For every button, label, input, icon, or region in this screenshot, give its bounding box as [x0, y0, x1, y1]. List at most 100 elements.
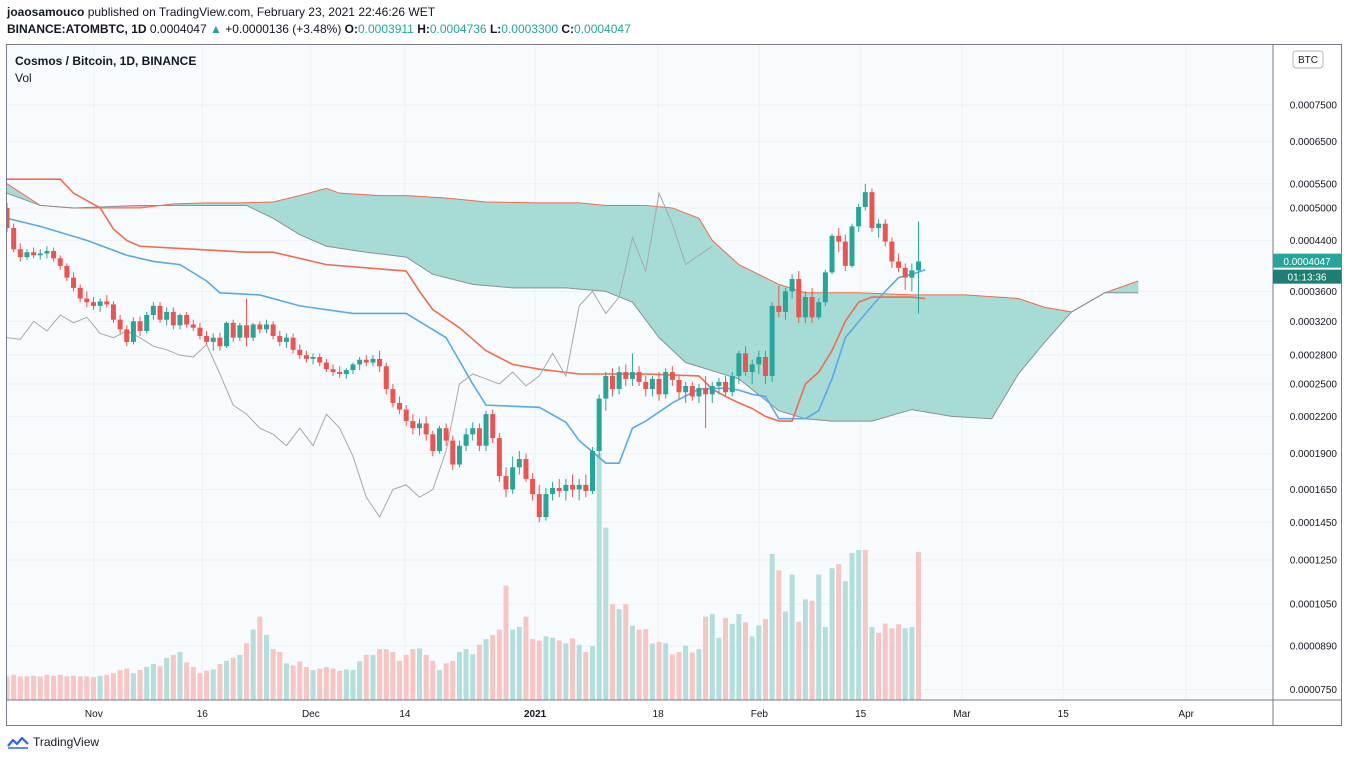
volume-bar — [743, 622, 749, 700]
candle-body — [603, 375, 609, 399]
volume-bar — [696, 649, 702, 700]
up-arrow-icon: ▲ — [209, 22, 222, 36]
time-tick-label: Apr — [1178, 709, 1194, 720]
cloud-segment — [365, 194, 374, 254]
volume-bar — [270, 649, 276, 700]
candle-body — [124, 329, 130, 342]
price-tick-label: 0.0002800 — [1290, 351, 1338, 362]
close-value: 0.0004047 — [574, 22, 631, 36]
candle-body — [749, 364, 755, 373]
volume-bar — [676, 651, 682, 700]
candle-body — [789, 278, 795, 292]
candle-body — [570, 484, 576, 490]
high-value: 0.0004736 — [429, 22, 487, 36]
cloud-segment — [632, 205, 640, 312]
time-axis[interactable]: Nov 16 Dec 14 2021 18 Feb 15 Mar 15 Apr — [85, 709, 1195, 720]
volume-bar — [84, 676, 90, 700]
volume-bar — [516, 626, 522, 700]
volume-bar — [689, 652, 695, 700]
cloud-segment — [299, 193, 307, 239]
candle-body — [357, 359, 363, 365]
candle-body — [629, 372, 635, 379]
volume-bar — [104, 674, 110, 700]
cloud-segment — [279, 198, 287, 227]
cloud-segment — [884, 293, 893, 418]
volume-bar — [164, 657, 170, 700]
volume-bar — [417, 648, 423, 700]
cloud-segment — [711, 239, 720, 374]
volume-bar — [902, 628, 908, 700]
candle-body — [649, 378, 655, 390]
cloud-segment — [565, 202, 573, 289]
price-tick-label: 0.0002500 — [1290, 379, 1338, 390]
currency-badge-label: BTC — [1298, 55, 1318, 66]
candle-body — [224, 322, 230, 347]
cloud-segment — [904, 294, 913, 412]
volume-bar — [257, 616, 263, 700]
candle-body — [77, 287, 83, 299]
cloud-segment — [918, 294, 926, 413]
price-axis[interactable]: 0.0007500 0.0006500 0.0005500 0.0005000 0.00… — [1290, 101, 1338, 697]
cloud-segment — [612, 205, 620, 298]
candle-body — [443, 428, 449, 441]
price-tick-label: 0.0000750 — [1290, 685, 1338, 696]
volume-bar — [383, 649, 389, 700]
currency-badge[interactable]: BTC — [1292, 50, 1324, 69]
volume-bar — [90, 677, 96, 700]
volume-bar — [769, 553, 775, 700]
candle-body — [636, 372, 642, 382]
candle-body — [370, 358, 376, 363]
candle-body — [683, 385, 689, 393]
volume-bar — [563, 643, 569, 700]
cloud-segment — [552, 202, 560, 289]
senkou-span-a-line — [7, 183, 1139, 313]
countdown-tag-box — [1273, 269, 1341, 284]
cloud-segment — [891, 293, 899, 416]
candle-body — [130, 321, 136, 342]
candle-body — [703, 388, 709, 395]
cloud-segment — [598, 204, 607, 292]
price-tick-label: 0.0001050 — [1290, 600, 1338, 611]
price-tick-label: 0.0003200 — [1290, 317, 1338, 328]
tradingview-brand: TradingView — [33, 735, 100, 749]
candle-body — [84, 298, 90, 303]
volume-bar — [862, 549, 868, 700]
candle-body — [729, 375, 735, 393]
tradingview-logo[interactable]: TradingView — [7, 735, 99, 749]
cloud-segment — [519, 202, 527, 289]
volume-bar — [24, 676, 30, 700]
candle-body — [530, 478, 536, 495]
candle-body — [676, 379, 682, 393]
price-change: +0.0000136 (+3.48%) — [225, 22, 342, 36]
candle-body — [150, 305, 156, 316]
candle-body — [762, 356, 768, 376]
price-chart[interactable]: 0.0007500 0.0006500 0.0005500 0.0005000 0.00… — [7, 45, 1341, 725]
cloud-segment — [479, 200, 487, 286]
volume-bar — [889, 628, 895, 700]
cloud-segment — [512, 202, 520, 289]
symbol-name: BINANCE:ATOMBTC, 1D — [7, 22, 147, 36]
candle-body — [769, 305, 775, 376]
chart-frame — [6, 44, 1342, 726]
candle-body — [51, 251, 57, 259]
volume-bar — [762, 619, 768, 700]
candle-body — [669, 372, 675, 380]
volume-bar — [44, 674, 50, 700]
cloud-segment — [831, 292, 839, 422]
volume-bar — [570, 638, 576, 700]
time-tick-label: 16 — [197, 709, 209, 720]
cloud-segment — [971, 295, 979, 419]
volume-bar — [476, 644, 482, 700]
volume-bar — [170, 654, 176, 700]
time-tick-label: Nov — [85, 709, 103, 720]
volume-bar — [110, 673, 116, 700]
volume-bar — [736, 614, 742, 700]
cloud-segment — [505, 202, 513, 289]
cloud-segment — [346, 193, 354, 251]
cloud-segment — [851, 292, 859, 422]
volume-bars — [7, 453, 922, 700]
cloud-segment — [339, 192, 347, 250]
candle-body — [782, 291, 788, 312]
currency-badge-box — [1292, 50, 1324, 69]
candle-body — [743, 353, 749, 373]
